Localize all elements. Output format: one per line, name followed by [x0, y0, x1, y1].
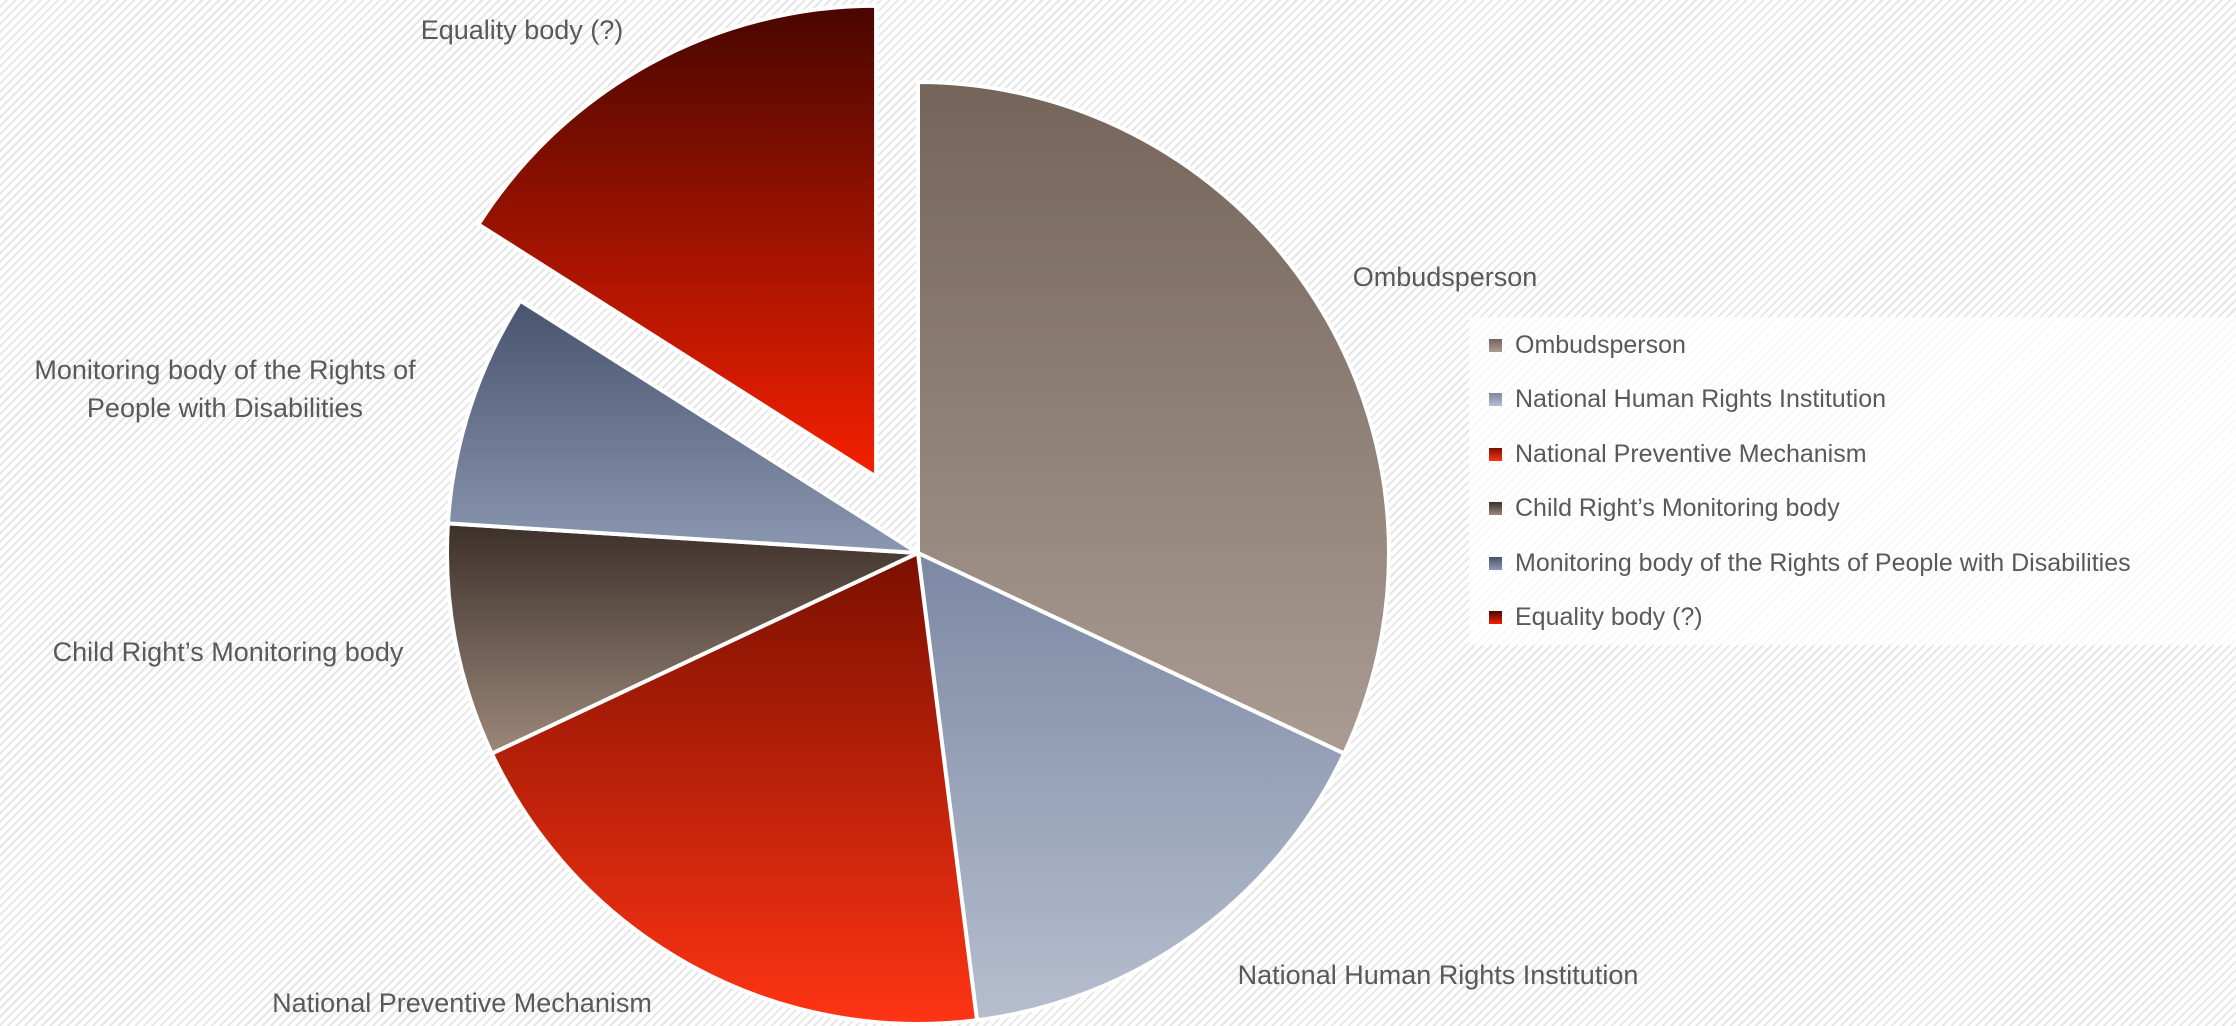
legend-label: National Preventive Mechanism — [1515, 439, 1867, 468]
pie-slice — [916, 551, 1347, 1023]
legend-label: Monitoring body of the Rights of People … — [1515, 548, 2131, 577]
legend-swatch — [1489, 502, 1502, 515]
legend-label: Equality body (?) — [1515, 603, 1703, 631]
legend-swatch — [1489, 338, 1502, 352]
legend-label: National Human Rights Institution — [1515, 385, 1887, 413]
pie-slice — [476, 3, 879, 479]
pie-slice — [445, 298, 920, 555]
legend-item: Child Right’s Monitoring body — [1489, 494, 1840, 524]
legend-item: National Preventive Mechanism — [1489, 439, 1867, 469]
pie-slice — [916, 80, 1391, 756]
pie-slice — [445, 521, 920, 756]
legend-item: Ombudsperson — [1489, 330, 1686, 360]
legend-item: National Human Rights Institution — [1489, 385, 1886, 415]
pie-slice — [489, 551, 980, 1026]
slice-label: Ombudsperson — [1352, 262, 1538, 292]
legend-label: Ombudsperson — [1515, 330, 1686, 359]
slice-label: National Preventive Mechanism — [272, 988, 652, 1018]
legend-swatch — [1489, 393, 1502, 406]
slice-label: Equality body (?) — [420, 15, 624, 45]
slice-label: National Human Rights Institution — [1237, 960, 1639, 990]
legend-item: Monitoring body of the Rights of People … — [1489, 548, 2131, 578]
legend: Ombudsperson National Human Rights Instit… — [1469, 317, 2236, 645]
legend-label: Child Right’s Monitoring body — [1515, 494, 1840, 522]
legend-swatch — [1489, 447, 1502, 461]
legend-swatch — [1489, 611, 1502, 624]
slice-label: Monitoring body of the Rights of People … — [34, 355, 416, 423]
legend-swatch — [1489, 556, 1502, 570]
legend-item: Equality body (?) — [1489, 603, 1703, 633]
slice-label: Child Right’s Monitoring body — [52, 637, 404, 667]
